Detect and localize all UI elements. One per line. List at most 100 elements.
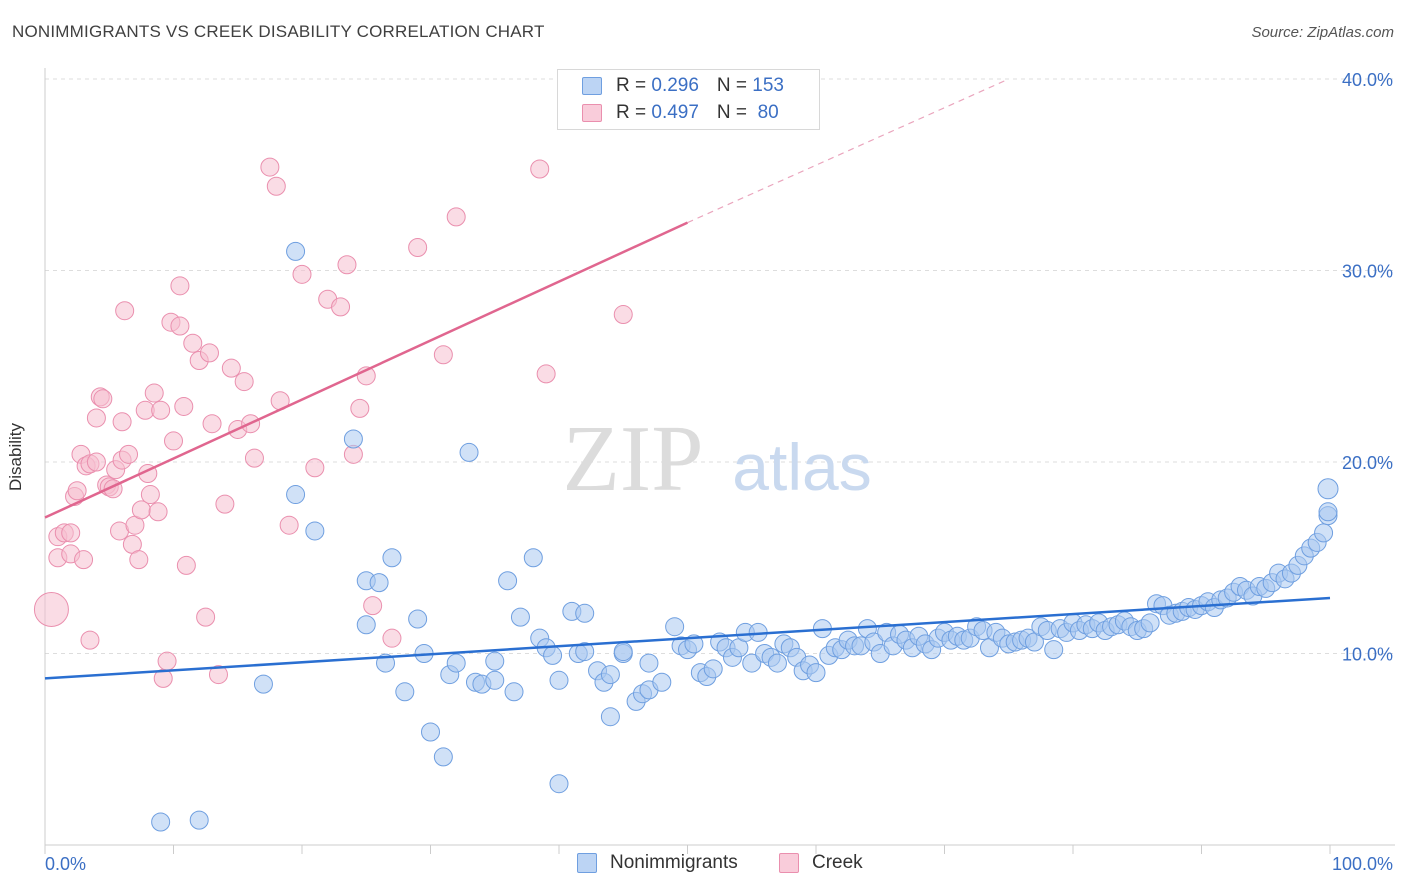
- nonimmigrants-point: [408, 609, 428, 629]
- y-tick-label-3: 40.0%: [1342, 70, 1393, 90]
- nonimmigrants-trend-line: [44, 596, 1331, 680]
- watermark-atlas: atlas: [732, 430, 871, 504]
- creek-point: [196, 607, 216, 627]
- nonimmigrants-point: [549, 670, 569, 690]
- creek-point: [151, 400, 171, 420]
- nonimmigrants-point: [703, 659, 723, 679]
- creek-point: [202, 414, 222, 434]
- creek-point: [112, 412, 132, 432]
- creek-point: [613, 305, 633, 325]
- correlation-legend: R = 0.296 N = 153 R = 0.497 N = 80: [557, 69, 820, 130]
- creek-point: [33, 591, 69, 627]
- creek-point: [93, 389, 113, 409]
- creek-point: [215, 494, 235, 514]
- creek-point: [234, 372, 254, 392]
- watermark-zip: ZIP: [563, 407, 704, 511]
- creek-point: [260, 157, 280, 177]
- nonimmigrants-point: [767, 653, 787, 673]
- creek-point: [382, 628, 402, 648]
- creek-point: [115, 301, 135, 321]
- creek-point: [221, 358, 241, 378]
- creek-point: [164, 431, 183, 451]
- creek-point: [446, 207, 466, 227]
- bottom-legend-swatch-pink: [779, 853, 799, 873]
- creek-point: [61, 523, 81, 543]
- nonimmigrants-point: [684, 634, 704, 654]
- nonimmigrants-point: [549, 774, 569, 794]
- creek-point: [129, 550, 149, 570]
- nonimmigrants-point: [485, 651, 505, 671]
- legend-text-blue: R = 0.296 N = 153: [616, 75, 784, 96]
- creek-point: [266, 176, 286, 196]
- bottom-legend-label-nonimmigrants: Nonimmigrants: [610, 852, 738, 873]
- creek-point: [174, 396, 194, 416]
- creek-point: [140, 485, 160, 505]
- bottom-legend-label-creek: Creek: [812, 852, 863, 873]
- creek-point: [530, 159, 550, 179]
- creek-point: [305, 458, 325, 478]
- nonimmigrants-point: [1317, 478, 1339, 500]
- legend-text-pink: R = 0.497 N = 80: [616, 102, 779, 123]
- creek-trend-extension: [687, 78, 1009, 224]
- nonimmigrants-point: [286, 241, 306, 261]
- nonimmigrants-point: [510, 607, 530, 627]
- nonimmigrants-point: [543, 645, 563, 665]
- creek-point: [119, 444, 139, 464]
- creek-point: [86, 452, 106, 472]
- nonimmigrants-point: [498, 571, 518, 591]
- creek-point: [157, 651, 177, 671]
- y-tick-label-2: 30.0%: [1342, 262, 1393, 282]
- creek-point: [433, 345, 453, 365]
- creek-trend-line: [44, 221, 689, 519]
- creek-point: [408, 238, 428, 258]
- nonimmigrants-point: [421, 722, 440, 742]
- nonimmigrants-point: [1140, 613, 1160, 633]
- nonimmigrants-point: [485, 670, 505, 690]
- nonimmigrants-point: [151, 812, 171, 832]
- creek-point: [363, 596, 383, 616]
- y-tick-label-0: 10.0%: [1342, 645, 1393, 665]
- creek-point: [176, 555, 196, 575]
- creek-point: [536, 364, 556, 384]
- trend-lines: [44, 78, 1331, 680]
- y-axis-label: Disability: [6, 422, 25, 492]
- tick-labels: 10.0% 20.0% 30.0% 40.0% 0.0% 100.0%: [45, 70, 1393, 874]
- creek-point: [148, 502, 168, 522]
- creek-point: [279, 515, 299, 535]
- x-tick-label-1: 100.0%: [1332, 854, 1393, 874]
- creek-point: [86, 408, 106, 428]
- nonimmigrants-point: [446, 653, 466, 673]
- nonimmigrants-point: [1318, 502, 1338, 522]
- nonimmigrants-point: [600, 665, 620, 685]
- creek-point: [244, 448, 264, 468]
- nonimmigrants-point: [369, 573, 389, 593]
- creek-point: [208, 665, 228, 685]
- creek-point: [331, 297, 351, 317]
- nonimmigrants-point: [189, 810, 209, 830]
- nonimmigrants-point: [742, 653, 762, 673]
- nonimmigrants-point: [613, 642, 633, 662]
- creek-point: [74, 550, 94, 570]
- creek-point: [337, 255, 357, 275]
- nonimmigrants-point: [806, 663, 826, 683]
- nonimmigrants-point: [459, 442, 479, 462]
- nonimmigrants-point: [356, 615, 376, 635]
- nonimmigrants-point: [253, 674, 273, 694]
- creek-point: [183, 333, 203, 353]
- nonimmigrants-point: [1314, 523, 1334, 543]
- nonimmigrants-point: [286, 485, 306, 505]
- legend-swatch-blue: [582, 77, 602, 95]
- axes: [44, 68, 1395, 854]
- nonimmigrants-point: [665, 617, 685, 637]
- watermark: ZIP atlas: [563, 407, 872, 511]
- nonimmigrants-point: [433, 747, 453, 767]
- bottom-legend-swatch-blue: [577, 853, 597, 873]
- nonimmigrants-point: [343, 429, 363, 449]
- creek-point: [350, 398, 370, 418]
- creek-point: [170, 276, 190, 296]
- creek-point: [80, 630, 100, 650]
- nonimmigrants-point: [652, 672, 672, 692]
- grid-lines: [45, 78, 1395, 654]
- legend-swatch-pink: [582, 104, 602, 122]
